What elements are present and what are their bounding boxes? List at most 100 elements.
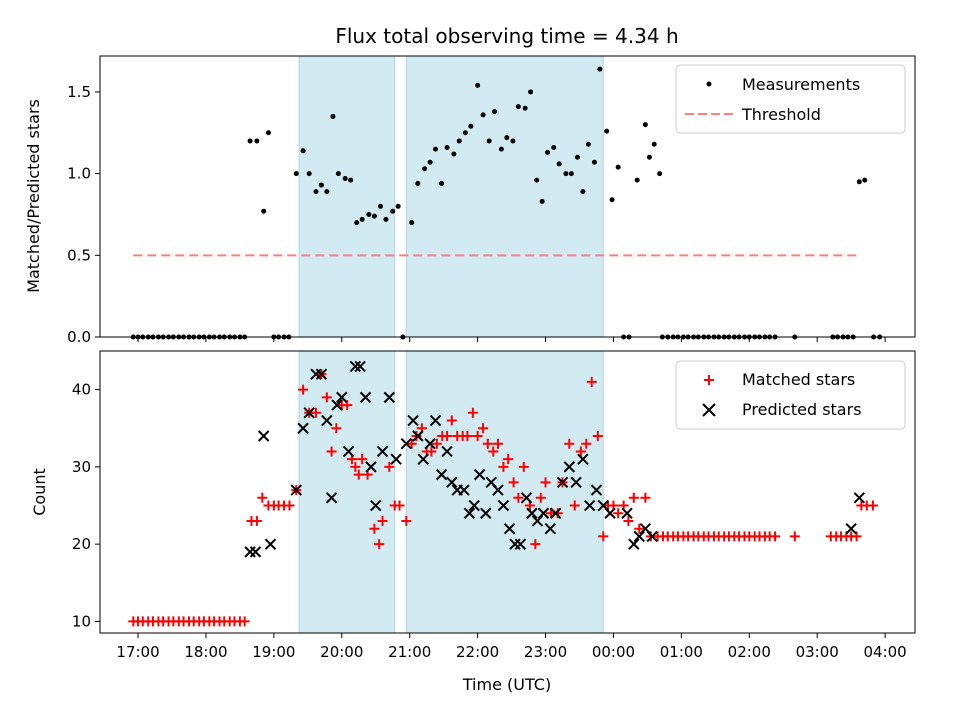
- predicted-star-point: [376, 445, 389, 458]
- legend-threshold-label: Threshold: [741, 105, 821, 124]
- y-tick-label: 10: [72, 612, 91, 630]
- predicted-star-point: [297, 422, 309, 434]
- matched-star-point: [472, 430, 483, 441]
- ratio-x-ticks: [137, 337, 886, 342]
- measurement-point: [456, 138, 462, 144]
- measurement-point: [462, 130, 468, 136]
- ratio-panel: 0.0 0.5 1.0 1.5 Matched/Predicted stars Mea…: [24, 55, 916, 346]
- matched-star-point: [592, 430, 603, 441]
- matched-star-point: [284, 500, 295, 511]
- x-tick-label: 22:00: [456, 643, 499, 661]
- observing-bands: [298, 350, 604, 634]
- measurement-point: [427, 159, 433, 165]
- measurement-point: [335, 171, 341, 177]
- matched-star-point: [530, 539, 541, 550]
- measurement-point: [383, 216, 389, 222]
- matched-star-point: [508, 477, 519, 488]
- matched-star-point: [357, 454, 368, 465]
- matched-star-point: [326, 446, 337, 457]
- measurement-point: [492, 109, 498, 115]
- predicted-star-point: [303, 407, 315, 419]
- measurement-point: [359, 216, 365, 222]
- ratio-legend: Measurements Threshold: [675, 64, 906, 134]
- predicted-star-point: [349, 360, 362, 373]
- measurement-point: [366, 211, 372, 217]
- measurement-point: [313, 189, 319, 195]
- measurement-point: [480, 112, 486, 118]
- matched-star-point: [446, 415, 457, 426]
- matched-star-point: [634, 523, 645, 534]
- measurement-point: [856, 179, 862, 185]
- measurement-point: [604, 128, 610, 134]
- matched-star-point: [431, 438, 442, 449]
- matched-star-point: [598, 531, 609, 542]
- measurement-point: [651, 141, 657, 147]
- matched-star-point: [467, 407, 478, 418]
- x-tick-label: 03:00: [796, 643, 839, 661]
- x-tick-label: 02:00: [728, 643, 771, 661]
- matched-star-point: [867, 500, 878, 511]
- matched-star-point: [462, 430, 473, 441]
- matched-star-point: [374, 539, 385, 550]
- measurement-point: [568, 171, 574, 177]
- matched-star-point: [581, 438, 592, 449]
- predicted-star-point: [590, 484, 603, 496]
- y-tick-label: 20: [72, 535, 91, 553]
- predicted-star-point: [390, 453, 402, 465]
- measurement-point: [563, 171, 569, 177]
- measurement-point: [609, 197, 615, 203]
- matched-star-point: [401, 515, 412, 526]
- predicted-star-point: [446, 476, 458, 489]
- predicted-star-point: [342, 445, 355, 458]
- matched-star-point: [770, 531, 781, 542]
- x-tick-label: 18:00: [184, 643, 227, 661]
- measurement-point: [300, 148, 306, 154]
- y-tick-label: 0.0: [67, 328, 91, 346]
- matched-star-point: [384, 461, 395, 472]
- matched-star-point: [353, 469, 364, 480]
- predicted-star-point: [359, 391, 372, 404]
- measurement-point: [451, 151, 457, 157]
- matched-star-point: [623, 515, 634, 526]
- predicted-star-point: [473, 468, 486, 481]
- predicted-star-point: [556, 476, 569, 489]
- matched-star-point: [331, 423, 342, 434]
- matched-star-point: [498, 461, 509, 472]
- counts-y-axis-label: Count: [30, 468, 49, 516]
- x-tick-label: 20:00: [320, 643, 363, 661]
- counts-panel: 10 20 30 40 17:00 18:00 19:00 20:00 21:00 22:00 2…: [30, 350, 916, 694]
- legend-measurements-marker: [706, 81, 712, 87]
- predicted-star-point: [563, 461, 576, 473]
- matched-star-point: [575, 446, 586, 457]
- measurement-point: [254, 138, 260, 144]
- matched-star-point: [426, 446, 437, 457]
- predicted-star-point: [503, 522, 516, 535]
- measurement-point: [409, 220, 415, 226]
- measurement-point: [574, 154, 580, 160]
- x-tick-label: 19:00: [252, 643, 295, 661]
- y-tick-label: 1.5: [67, 83, 91, 101]
- matched-star-point: [564, 438, 575, 449]
- predicted-star-point: [354, 360, 366, 373]
- counts-axes-frame: [99, 350, 916, 634]
- predicted-star-point: [604, 507, 616, 519]
- observing-band: [298, 55, 396, 338]
- predicted-star-point: [315, 368, 328, 380]
- predicted-star-point: [621, 507, 633, 519]
- legend-predicted-label: Predicted stars: [742, 400, 862, 419]
- matched-star-point: [406, 438, 417, 449]
- predicted-star-point: [514, 538, 527, 550]
- matched-star-point: [613, 508, 624, 519]
- predicted-star-point: [853, 492, 866, 504]
- predicted-star-point: [257, 430, 270, 442]
- matched-star-point: [492, 438, 503, 449]
- measurement-point: [444, 144, 450, 150]
- predicted-star-point: [570, 476, 582, 489]
- y-tick-label: 0.5: [67, 246, 91, 264]
- matched-star-point: [503, 454, 514, 465]
- predicted-star-point: [365, 461, 377, 473]
- measurement-point: [646, 154, 652, 160]
- measurement-point: [522, 105, 528, 111]
- measurement-point: [580, 189, 586, 195]
